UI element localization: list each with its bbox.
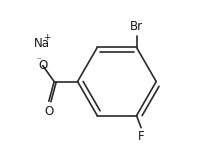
Text: O: O [44,105,54,118]
Text: +: + [43,33,50,42]
Text: F: F [138,130,144,143]
Text: Br: Br [130,20,143,33]
Text: O: O [38,59,47,72]
Text: Na: Na [34,37,50,50]
Text: ⁻: ⁻ [37,56,41,65]
